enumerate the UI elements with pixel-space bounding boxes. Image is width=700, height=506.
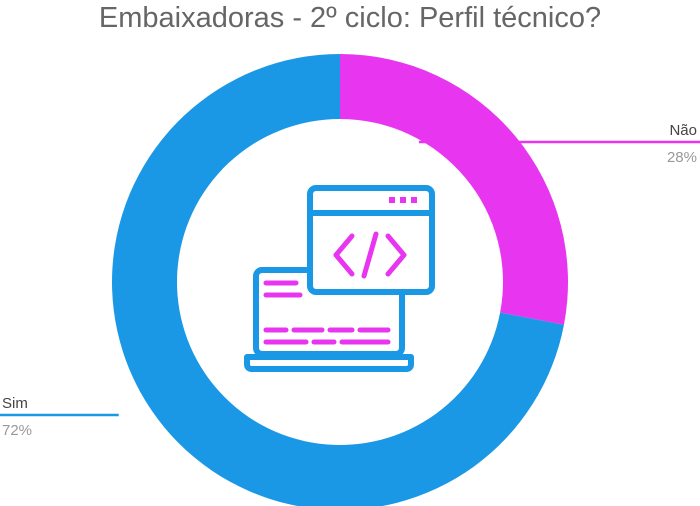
chart-title: Embaixadoras - 2º ciclo: Perfil técnico?: [98, 2, 602, 34]
slice-label-1: Não: [669, 122, 697, 139]
slice-value-label-1: 28%: [667, 149, 697, 166]
slices: [112, 54, 568, 506]
slice-labels: Não 28% Sim 72%: [0, 122, 700, 439]
laptop-code-window-icon: [244, 185, 435, 372]
slice-1: [340, 54, 568, 325]
slice-value-label-2: 72%: [2, 422, 32, 439]
slice-label-2: Sim: [2, 395, 28, 412]
